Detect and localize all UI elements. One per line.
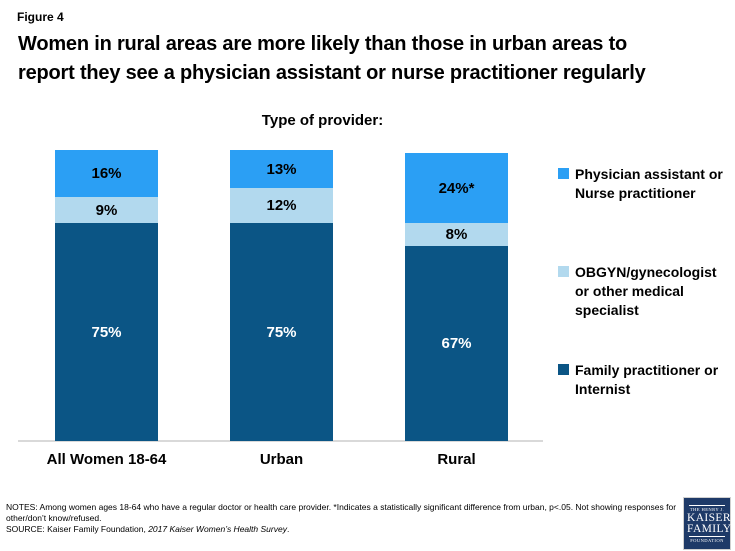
figure-title-line-1: Women in rural areas are more likely tha… <box>18 33 628 55</box>
legend-item-family-practitioner-or: Family practitioner or Internist <box>558 361 734 399</box>
notes-text: NOTES: Among women ages 18-64 who have a… <box>6 502 677 523</box>
source-prefix: SOURCE: Kaiser Family Foundation, <box>6 524 149 534</box>
logo-rule-bottom <box>689 535 725 537</box>
source-suffix: . <box>286 524 290 534</box>
data-label: 12% <box>266 197 297 214</box>
logo-family: FAMILY <box>687 522 732 535</box>
legend-label: Family practitioner or Internist <box>575 362 719 397</box>
legend-item-obgyn-gynecologist: OBGYN/gynecologist or other medical specia… <box>558 263 734 320</box>
legend-label: Physician assistant or Nurse practitioner <box>575 166 723 201</box>
legend-swatch <box>558 266 569 277</box>
logo-kaiser: KAISER <box>687 511 731 524</box>
legend-item-physician-assistant-or: Physician assistant or Nurse practitioner <box>558 165 734 203</box>
source-text: SOURCE: Kaiser Family Foundation, 2017 K… <box>6 524 682 535</box>
segment-urban-obgyn-gynecologist: 12% <box>230 188 333 223</box>
legend-swatch <box>558 364 569 375</box>
bar-all-women-18-64: 16% 9% 75% <box>55 150 158 441</box>
data-label: 9% <box>95 201 118 219</box>
figure-label: Figure 4 <box>17 10 64 24</box>
segment-rural-physician-assistant-or: 24%* <box>405 153 508 223</box>
segment-all-women-18-64-family-practitioner-or: 75% <box>55 223 158 441</box>
data-label: 24%* <box>438 179 475 197</box>
source-survey-name: 2017 Kaiser Women’s Health Survey <box>148 524 287 534</box>
figure-title-line-2: report they see a physician assistant or… <box>18 62 646 84</box>
data-label: 13% <box>266 160 297 178</box>
figure-title: Women in rural areas are more likely tha… <box>18 30 728 88</box>
legend-label: OBGYN/gynecologist or other medical specia… <box>575 264 717 318</box>
data-label: 8% <box>445 226 468 243</box>
category-label-rural: Rural <box>437 451 476 468</box>
category-label-all-women-18-64: All Women 18-64 <box>46 451 167 468</box>
data-label: 67% <box>441 335 472 352</box>
segment-all-women-18-64-obgyn-gynecologist: 9% <box>55 197 158 223</box>
segment-rural-obgyn-gynecologist: 8% <box>405 223 508 246</box>
bar-rural: 24%* 8% 67% <box>405 153 508 441</box>
segment-urban-physician-assistant-or: 13% <box>230 150 333 188</box>
segment-rural-family-practitioner-or: 67% <box>405 246 508 441</box>
logo-foundation: FOUNDATION <box>690 537 724 543</box>
logo-rule-top <box>689 504 725 506</box>
bar-urban: 13% 12% 75% <box>230 150 333 441</box>
data-label: 75% <box>266 323 297 341</box>
legend-swatch <box>558 168 569 179</box>
data-label: 75% <box>91 323 122 341</box>
data-label: 16% <box>91 165 122 182</box>
segment-urban-family-practitioner-or: 75% <box>230 223 333 441</box>
x-axis-line <box>18 440 543 442</box>
logo-henry-j: THE HENRY J. <box>689 506 725 512</box>
chart-title: Type of provider: <box>261 112 384 129</box>
category-label-urban: Urban <box>259 451 304 468</box>
segment-all-women-18-64-physician-assistant-or: 16% <box>55 150 158 197</box>
kff-logo: THE HENRY J. KAISER FAMILY FOUNDATION <box>683 497 731 550</box>
